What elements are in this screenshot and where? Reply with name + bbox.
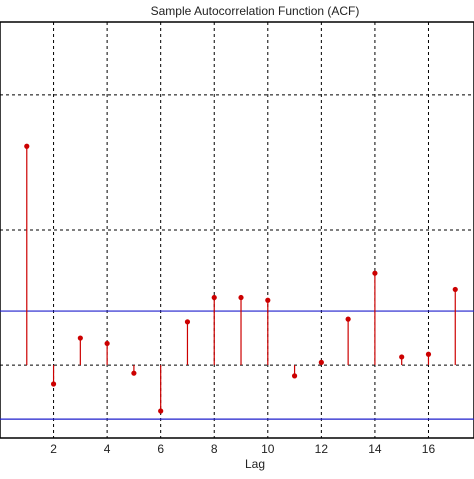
- x-tick-label: 2: [50, 442, 57, 456]
- acf-point: [184, 319, 191, 325]
- stems-layer: [24, 143, 458, 414]
- acf-point: [291, 373, 298, 379]
- x-tick-label: 4: [104, 442, 111, 456]
- acf-point: [50, 381, 57, 387]
- acf-point: [104, 340, 110, 347]
- acf-point: [318, 359, 324, 365]
- acf-point: [238, 294, 244, 301]
- acf-point: [452, 286, 458, 293]
- confidence-bounds-layer: [0, 310, 474, 420]
- acf-point: [158, 408, 164, 414]
- x-tick-labels: 24681012141618: [50, 442, 436, 456]
- acf-point: [265, 297, 271, 303]
- x-tick-label: 6: [157, 442, 164, 456]
- acf-point: [399, 354, 405, 360]
- grid-layer: [0, 22, 474, 438]
- acf-point: [77, 335, 83, 341]
- x-tick-label: 14: [368, 442, 382, 456]
- x-tick-label: 16: [422, 442, 436, 456]
- x-axis-label: Lag: [245, 457, 265, 471]
- chart-title: Sample Autocorrelation Function (ACF): [151, 4, 360, 18]
- acf-point: [372, 270, 378, 276]
- acf-point: [211, 294, 217, 301]
- x-tick-label: 10: [261, 442, 275, 456]
- x-tick-label: 8: [211, 442, 218, 456]
- x-tick-label: 12: [315, 442, 329, 456]
- acf-point: [24, 143, 30, 149]
- acf-point: [131, 370, 137, 376]
- plot-frame: [0, 21, 474, 439]
- acf-point: [425, 351, 432, 357]
- acf-point: [345, 316, 351, 322]
